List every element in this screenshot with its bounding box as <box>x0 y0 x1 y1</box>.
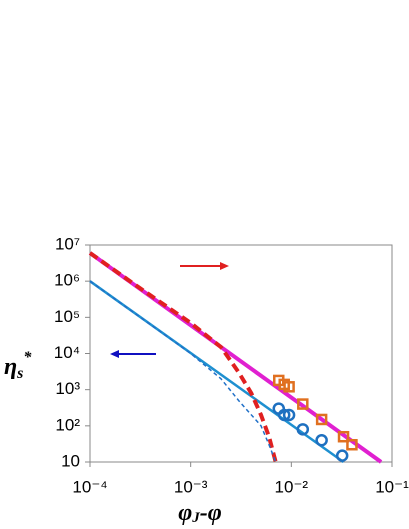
y-label-main: η <box>4 354 17 380</box>
y-label-sub: s <box>16 365 23 382</box>
x-tick-label: 10⁻⁴ <box>72 477 107 496</box>
y-tick-label: 10 <box>61 451 80 470</box>
series-line <box>88 251 383 464</box>
y-tick-label: 10⁴ <box>54 343 80 362</box>
arrow-head <box>110 350 119 358</box>
square-marker <box>346 438 358 451</box>
x-tick-label: 10⁻¹ <box>375 477 409 496</box>
y-axis-label: ηs* <box>4 349 32 382</box>
y-tick-label: 10⁵ <box>54 307 80 326</box>
x-axis-label: φJ-φ <box>178 500 222 527</box>
y-tick-label: 10⁷ <box>55 234 80 253</box>
square-marker <box>315 413 328 426</box>
y-tick-label: 10⁶ <box>54 271 80 290</box>
y-tick-label: 10³ <box>55 379 80 398</box>
x-label-sub: J <box>191 510 200 526</box>
x-tick-label: 10⁻² <box>275 477 309 496</box>
arrow-head <box>220 262 229 270</box>
square-marker <box>283 381 295 393</box>
circle-marker <box>282 408 296 422</box>
circle-marker <box>277 408 291 422</box>
circle-marker <box>315 433 328 447</box>
y-label-sup: * <box>23 349 32 366</box>
x-label-main: φ <box>178 500 192 526</box>
x-tick-label: 10⁻³ <box>174 477 208 496</box>
circle-marker <box>296 423 310 436</box>
square-marker <box>337 430 350 443</box>
y-tick-label: 10² <box>55 415 80 434</box>
series-line <box>89 280 277 463</box>
x-label-rest: -φ <box>200 500 222 526</box>
circle-marker <box>335 449 349 462</box>
series-line <box>88 251 278 463</box>
square-marker <box>297 398 309 410</box>
